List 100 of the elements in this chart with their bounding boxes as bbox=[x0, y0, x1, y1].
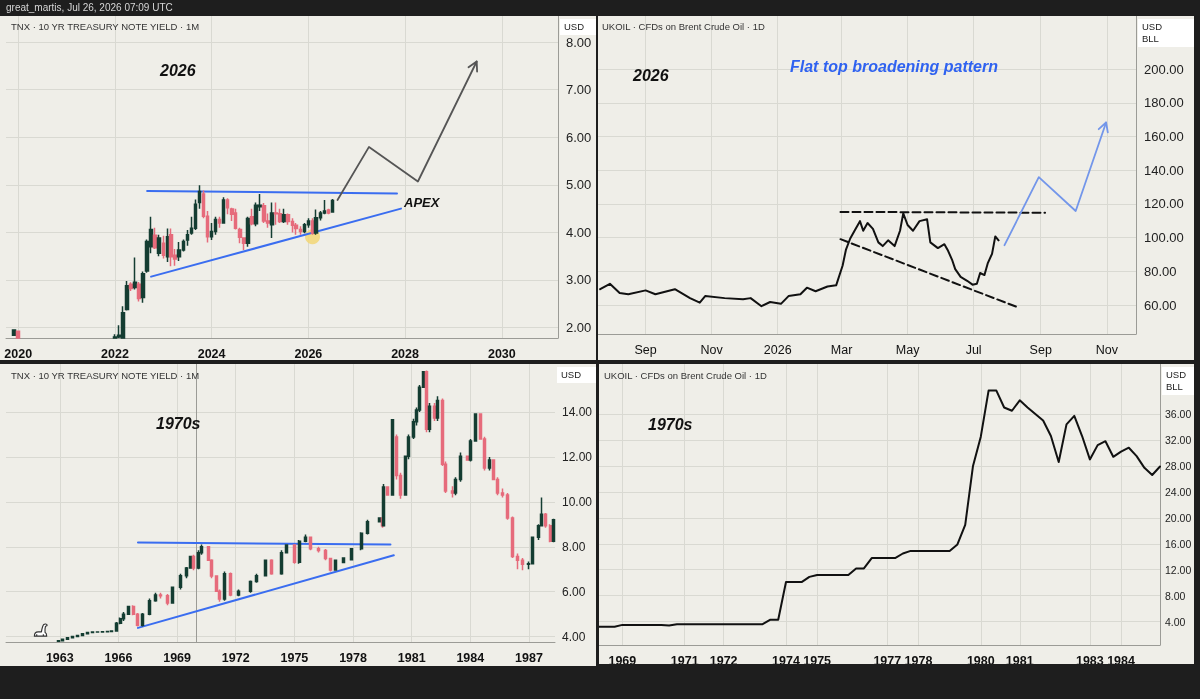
candlestick bbox=[385, 486, 390, 496]
y-tick-label: 200.00 bbox=[1144, 61, 1184, 77]
y-tick-label: 80.00 bbox=[1144, 263, 1177, 279]
y-tick-label: 180.00 bbox=[1144, 95, 1184, 111]
x-tick-label: Mar bbox=[830, 342, 853, 357]
candlestick bbox=[114, 621, 119, 633]
x-tick-label: 2024 bbox=[197, 346, 226, 361]
candlestick bbox=[120, 305, 126, 339]
candlestick bbox=[221, 196, 226, 224]
y-axis-title: USD bbox=[561, 369, 583, 381]
x-tick-label: 1984 bbox=[1107, 653, 1135, 668]
line-series bbox=[599, 389, 1161, 628]
x-tick-label: 2026 bbox=[763, 342, 792, 357]
x-tick-label: 1980 bbox=[966, 653, 995, 668]
candlestick bbox=[153, 592, 158, 603]
x-tick-label: Nov bbox=[1095, 342, 1119, 357]
x-tick-label: 2026 bbox=[294, 346, 323, 361]
y-tick-label: 10.00 bbox=[562, 494, 593, 509]
candlestick bbox=[170, 586, 175, 604]
candlestick bbox=[140, 270, 146, 304]
annotation: 2026 bbox=[632, 66, 669, 84]
x-tick-label: Jul bbox=[965, 342, 982, 357]
candlestick bbox=[245, 215, 251, 248]
x-tick-label: 2030 bbox=[487, 346, 516, 361]
y-tick-label: 28.00 bbox=[1165, 459, 1192, 472]
candlestick bbox=[290, 217, 295, 234]
candlestick bbox=[56, 639, 61, 643]
x-tick-label: 2022 bbox=[101, 346, 129, 361]
x-tick-label: Nov bbox=[700, 342, 724, 357]
x-tick-label: Sep bbox=[1029, 342, 1052, 357]
y-axis-title: USD BLL bbox=[1142, 21, 1164, 45]
candlestick bbox=[248, 579, 253, 594]
x-tick-label: 1974 bbox=[772, 653, 800, 668]
y-tick-label: 16.00 bbox=[1165, 537, 1192, 550]
x-tick-label: 2020 bbox=[4, 346, 33, 361]
y-tick-label: 3.00 bbox=[566, 272, 592, 288]
y-tick-label: 14.00 bbox=[562, 405, 593, 420]
x-tick-label: 1969 bbox=[163, 650, 192, 665]
text: UKOIL · CFDs on Brent Crude Oil · 1D bbox=[602, 20, 765, 32]
candlestick bbox=[233, 207, 238, 231]
candlestick bbox=[80, 632, 85, 637]
y-tick-label: 8.00 bbox=[1165, 589, 1186, 602]
x-tick-label: 1981 bbox=[397, 650, 426, 665]
candlestick bbox=[132, 256, 138, 291]
candlestick bbox=[302, 222, 307, 235]
candlestick bbox=[11, 329, 17, 336]
candlestick bbox=[217, 215, 222, 229]
x-tick-label: 1981 bbox=[1005, 653, 1034, 668]
y-tick-label: 4.00 bbox=[562, 629, 586, 644]
candlestick bbox=[90, 630, 95, 634]
candlestick bbox=[15, 329, 21, 339]
y-tick-label: 12.00 bbox=[1165, 563, 1192, 576]
text: great_martis, Jul 26, 2026 07:09 UTC bbox=[6, 2, 173, 14]
candlestick bbox=[121, 611, 126, 622]
candlestick bbox=[450, 485, 455, 499]
y-tick-label: 2.00 bbox=[566, 320, 592, 336]
y-tick-label: 160.00 bbox=[1144, 129, 1184, 145]
y-tick-label: 140.00 bbox=[1144, 162, 1184, 178]
candlestick bbox=[176, 241, 182, 262]
y-tick-label: 120.00 bbox=[1144, 196, 1184, 212]
x-tick-label: 1972 bbox=[221, 650, 250, 665]
y-tick-label: 5.00 bbox=[566, 177, 592, 193]
candlestick bbox=[310, 217, 315, 236]
candlestick bbox=[185, 229, 190, 247]
candlestick bbox=[349, 547, 354, 562]
candlestick bbox=[487, 456, 492, 472]
y-tick-label: 6.00 bbox=[566, 129, 592, 145]
candlestick bbox=[473, 413, 478, 442]
y-tick-label: 32.00 bbox=[1165, 433, 1192, 446]
annotation: 1970s bbox=[648, 415, 693, 433]
candlestick bbox=[515, 552, 520, 570]
candlestick bbox=[543, 512, 548, 529]
candlestick bbox=[100, 630, 105, 634]
candlestick bbox=[126, 605, 131, 615]
y-tick-label: 36.00 bbox=[1165, 407, 1192, 420]
text: TNX · 10 YR TREASURY NOTE YIELD · 1M bbox=[11, 20, 200, 32]
y-tick-label: 8.00 bbox=[562, 539, 586, 554]
x-tick-label: 1977 bbox=[873, 653, 902, 668]
candlestick bbox=[269, 201, 275, 239]
x-tick-label: 1969 bbox=[608, 653, 637, 668]
x-tick-label: 1975 bbox=[803, 653, 832, 668]
candlestick bbox=[326, 207, 331, 216]
candlestick bbox=[316, 546, 321, 554]
x-tick-label: May bbox=[895, 342, 921, 357]
candlestick bbox=[225, 197, 230, 216]
candlestick bbox=[161, 234, 166, 260]
candlestick bbox=[261, 202, 267, 224]
candlestick bbox=[341, 557, 346, 564]
candlestick bbox=[435, 395, 440, 422]
candlestick bbox=[165, 227, 170, 263]
x-tick-label: 1978 bbox=[339, 650, 367, 665]
y-tick-label: 24.00 bbox=[1165, 485, 1192, 498]
x-tick-label: 1963 bbox=[45, 650, 74, 665]
candlestick bbox=[249, 207, 255, 227]
candlestick bbox=[303, 533, 308, 544]
candlestick bbox=[308, 535, 313, 551]
candlestick bbox=[306, 217, 311, 229]
y-tick-label: 6.00 bbox=[562, 584, 586, 599]
y-tick-label: 7.00 bbox=[566, 82, 592, 98]
text: Flat top broadening pattern bbox=[790, 57, 999, 75]
